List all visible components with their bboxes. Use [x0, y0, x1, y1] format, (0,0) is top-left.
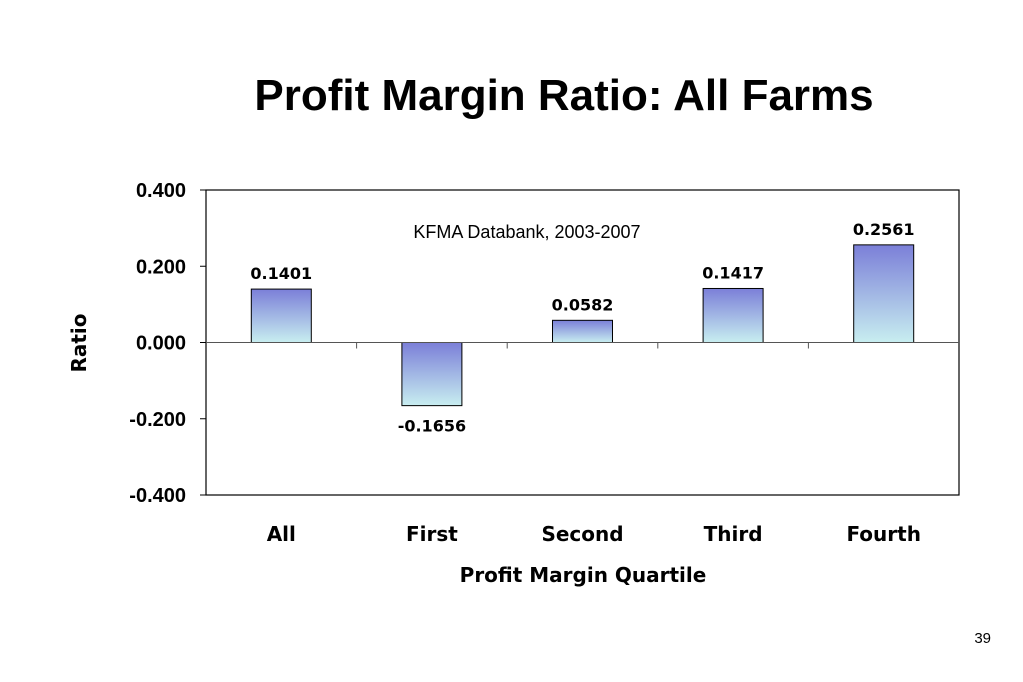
y-tick-label: -0.400: [129, 485, 186, 507]
x-ticks: [356, 342, 809, 349]
slide-title: Profit Margin Ratio: All Farms: [254, 71, 874, 120]
bar-second: [552, 319, 613, 343]
data-label-fourth: 0.2561: [853, 220, 915, 239]
y-tick-label: 0.200: [136, 256, 186, 278]
bar-first: [401, 342, 463, 407]
category-label-fourth: Fourth: [846, 522, 921, 546]
data-label-third: 0.1417: [702, 263, 764, 282]
category-label-first: First: [406, 522, 458, 546]
chart-subtitle: KFMA Databank, 2003-2007: [413, 222, 640, 242]
page-number: 39: [974, 630, 991, 647]
bar-third: [702, 287, 764, 343]
category-labels: All First Second Third Fourth: [267, 522, 921, 546]
data-label-second: 0.0582: [552, 295, 614, 314]
category-label-second: Second: [541, 522, 623, 546]
y-axis: 0.400 0.200 0.000 -0.200 -0.400: [129, 180, 206, 507]
x-axis-title: Profit Margin Quartile: [460, 563, 707, 587]
y-tick-label: -0.200: [129, 409, 186, 431]
category-label-third: Third: [704, 522, 763, 546]
data-label-first: -0.1656: [398, 417, 466, 436]
bar-fourth: [853, 244, 915, 343]
category-label-all: All: [267, 522, 296, 546]
y-axis-title: Ratio: [67, 313, 91, 372]
y-tick-label: 0.400: [136, 180, 186, 202]
data-label-all: 0.1401: [250, 264, 312, 283]
y-tick-label: 0.000: [136, 333, 186, 355]
bar-all: [250, 288, 312, 344]
bars-layer: [250, 244, 915, 407]
data-labels: 0.1401 -0.1656 0.0582 0.1417 0.2561: [250, 220, 914, 436]
